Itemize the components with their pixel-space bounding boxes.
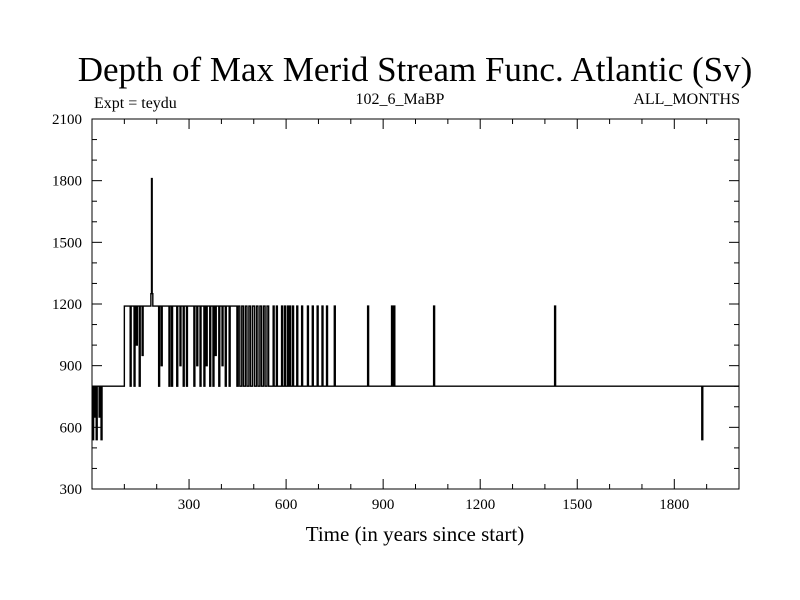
y-tick-label: 600 (60, 420, 83, 436)
y-tick-label: 300 (60, 482, 83, 498)
y-tick-label: 2100 (52, 112, 82, 128)
plot-frame (91, 118, 740, 490)
chart-title: Depth of Max Merid Stream Func. Atlantic… (78, 50, 753, 89)
subtitle-left: Expt = teydu (94, 95, 177, 112)
x-tick-label: 1200 (465, 497, 495, 513)
x-tick-label: 900 (372, 497, 395, 513)
y-tick-label: 1500 (52, 235, 82, 251)
x-tick-label: 1500 (562, 497, 592, 513)
subtitle-center: 102_6_MaBP (356, 91, 445, 108)
y-tick-label: 900 (60, 359, 83, 375)
y-tick-label: 1200 (52, 297, 82, 313)
series (91, 177, 739, 441)
x-axis-label: Time (in years since start) (306, 522, 525, 546)
x-tick-label: 1800 (659, 497, 689, 513)
y-tick-label: 1800 (52, 174, 82, 190)
subtitle-right: ALL_MONTHS (633, 91, 740, 108)
series-line (91, 177, 739, 441)
x-axis: 300 600 900 1200 1500 1800 (123, 119, 708, 513)
x-tick-label: 600 (275, 497, 298, 513)
x-tick-label: 300 (178, 497, 201, 513)
y-axis: 300 600 900 1200 1500 1800 2100 (52, 112, 739, 498)
